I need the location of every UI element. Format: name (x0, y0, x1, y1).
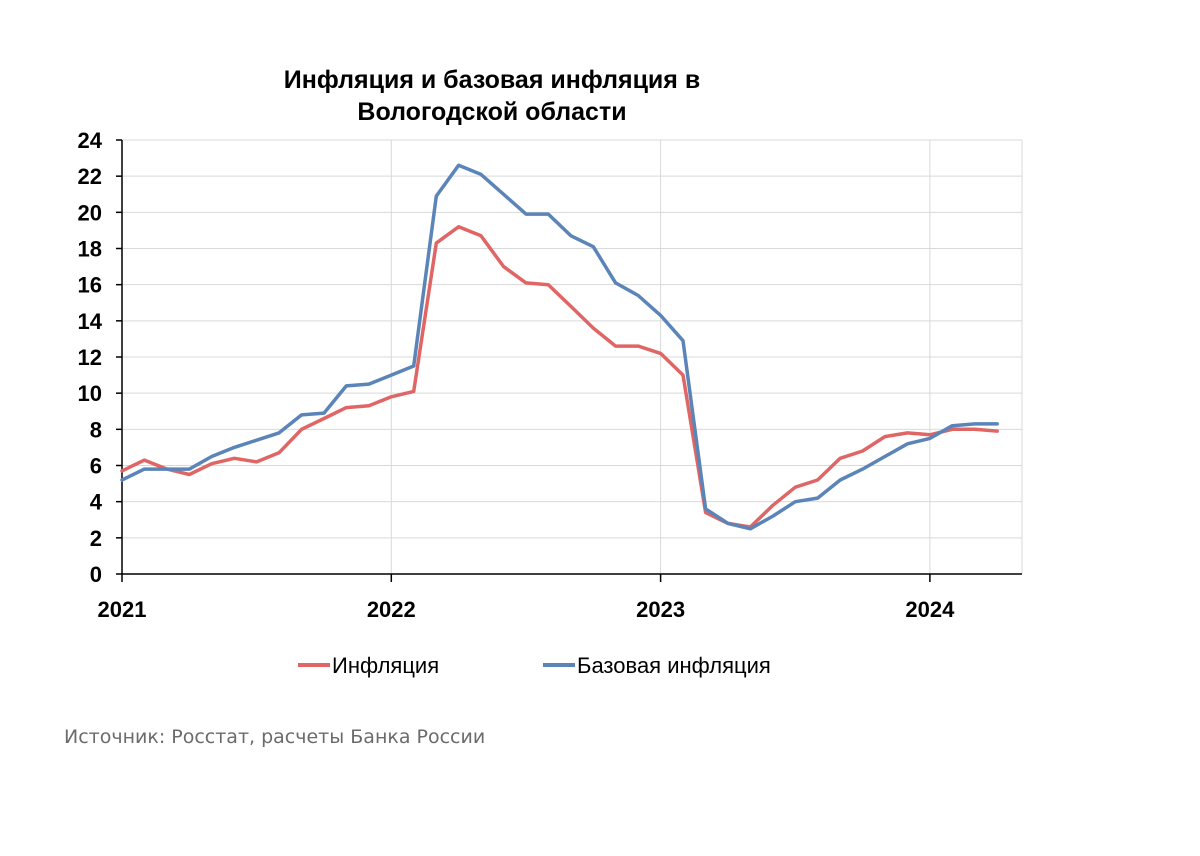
gridlines (122, 139, 1023, 574)
source-note: Источник: Росстат, расчеты Банка России (64, 726, 486, 748)
y-tick-label: 16 (78, 273, 102, 298)
legend-item: Инфляция (298, 653, 439, 678)
y-tick-label: 24 (78, 128, 103, 153)
x-tick-label: 2021 (98, 597, 147, 622)
y-tick-label: 20 (78, 200, 102, 225)
y-tick-label: 14 (78, 309, 103, 334)
legend-label: Инфляция (332, 653, 439, 678)
series-line-core-inflation (120, 163, 999, 531)
y-tick-label: 12 (78, 345, 102, 370)
legend-item: Базовая инфляция (543, 653, 771, 678)
series-lines (120, 163, 999, 531)
x-tick-label: 2024 (905, 597, 955, 622)
y-tick-label: 8 (90, 417, 102, 442)
series-line-inflation (120, 225, 999, 529)
y-tick-label: 4 (90, 490, 103, 515)
y-tick-label: 2 (90, 526, 102, 551)
x-tick-label: 2023 (636, 597, 685, 622)
chart-title-line-2: Вологодской области (357, 98, 626, 126)
inflation-chart: Инфляция и базовая инфляция в Вологодско… (78, 66, 1023, 678)
chart-title: Инфляция и базовая инфляция в Вологодско… (284, 66, 700, 126)
legend-label: Базовая инфляция (577, 653, 771, 678)
y-tick-label: 6 (90, 454, 102, 479)
x-tick-labels: 2021 2022 2023 2024 (98, 597, 956, 622)
y-tick-label: 22 (78, 164, 102, 189)
y-tick-label: 10 (78, 381, 102, 406)
chart-title-line-1: Инфляция и базовая инфляция в (284, 66, 700, 94)
x-tick-label: 2022 (367, 597, 416, 622)
axes (116, 139, 1022, 582)
legend: Инфляция Базовая инфляция (298, 653, 771, 678)
y-tick-label: 18 (78, 237, 102, 262)
y-tick-label: 0 (90, 562, 102, 587)
